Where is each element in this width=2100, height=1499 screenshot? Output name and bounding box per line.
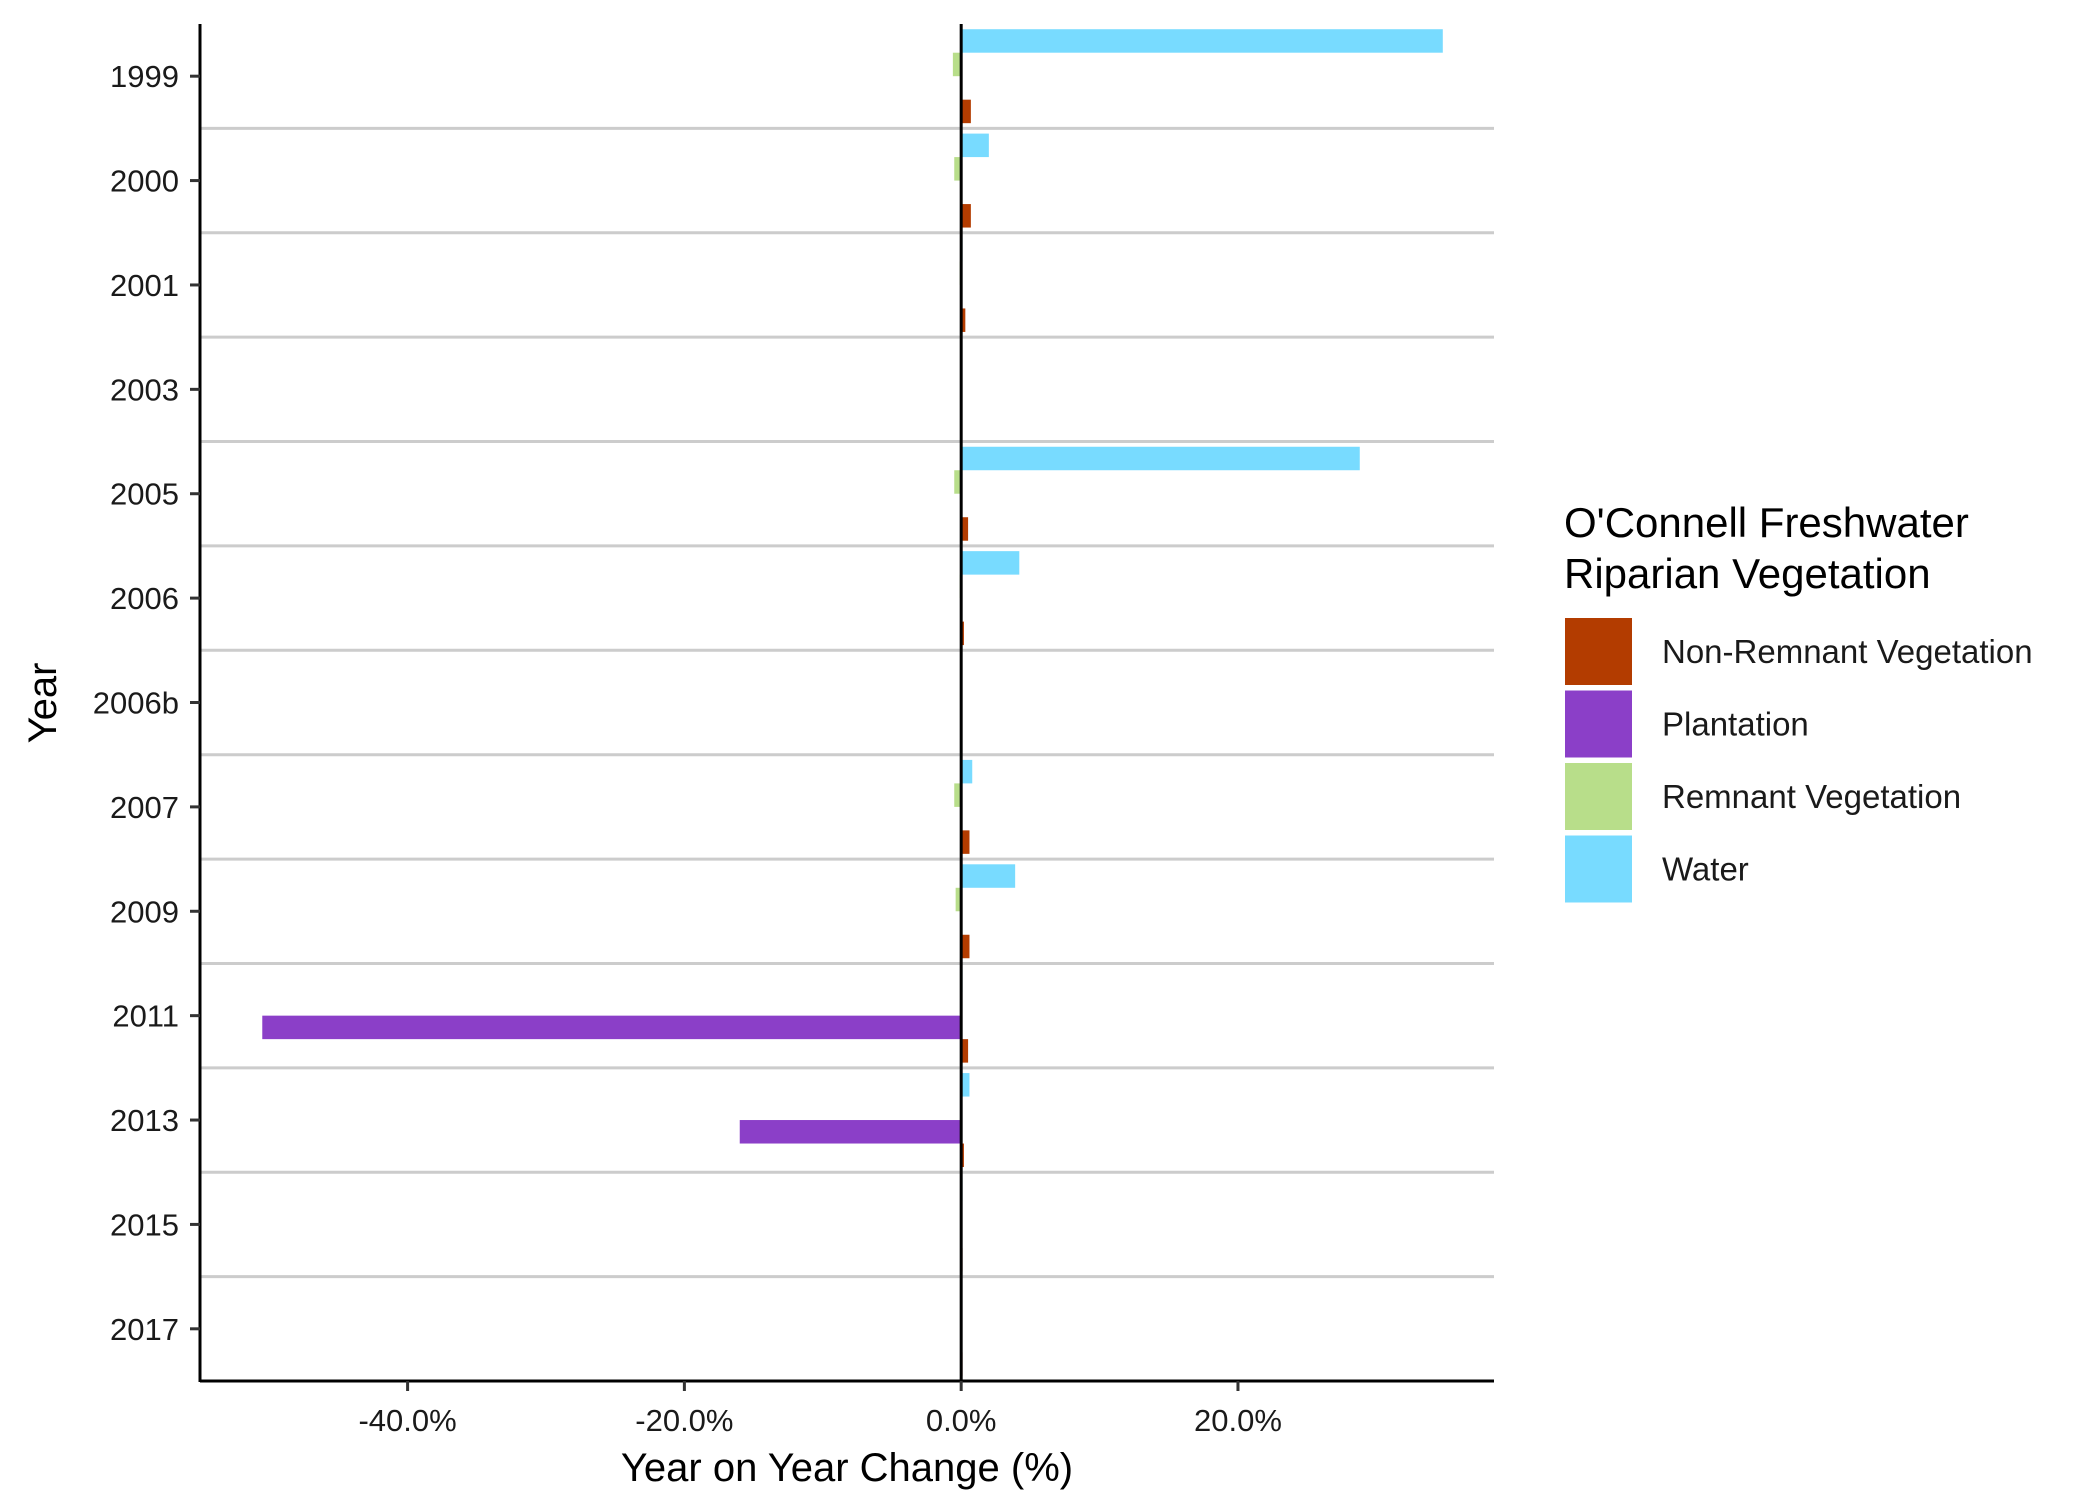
bar-non-remnant-vegetation-2011 bbox=[961, 1039, 969, 1063]
y-tick-label: 1999 bbox=[110, 59, 179, 94]
bar-non-remnant-vegetation-2007 bbox=[961, 830, 970, 854]
legend-label: Non-Remnant Vegetation bbox=[1662, 633, 2033, 670]
legend-swatch bbox=[1563, 616, 1634, 687]
bars bbox=[262, 29, 1443, 1376]
legend: O'Connell Freshwater Riparian Vegetation… bbox=[1563, 499, 2033, 905]
bar-remnant-vegetation-2000 bbox=[954, 157, 962, 181]
y-tick-label: 2001 bbox=[110, 268, 179, 303]
y-ticks: 1999 2000 2001 2003 2005 2006 2006b 2007 2009 201… bbox=[93, 59, 200, 1347]
bar-non-remnant-vegetation-1999 bbox=[961, 99, 971, 124]
bar-water-2005 bbox=[961, 446, 1360, 471]
legend-label: Remnant Vegetation bbox=[1662, 778, 1961, 815]
bar-non-remnant-vegetation-2001 bbox=[961, 308, 966, 332]
legend-swatch bbox=[1563, 688, 1634, 760]
x-tick-label: -40.0% bbox=[358, 1403, 456, 1438]
y-tick-label: 2005 bbox=[110, 477, 179, 512]
bar-water-2006 bbox=[961, 551, 1020, 575]
bar-remnant-vegetation-2005 bbox=[954, 470, 962, 494]
axes bbox=[198, 24, 1494, 1383]
legend-label: Plantation bbox=[1662, 706, 1809, 743]
bar-remnant-vegetation-1999 bbox=[952, 52, 962, 77]
y-tick-label: 2000 bbox=[110, 164, 179, 199]
legend-swatch bbox=[1563, 761, 1634, 832]
y-tick-label: 2015 bbox=[110, 1207, 179, 1242]
x-tick-label: -20.0% bbox=[635, 1403, 733, 1438]
bar-water-2013 bbox=[961, 1073, 970, 1097]
y-tick-label: 2003 bbox=[110, 372, 179, 407]
bar-remnant-vegetation-2009 bbox=[955, 887, 962, 912]
bar-water-2000 bbox=[961, 133, 989, 158]
x-ticks: -40.0% -20.0% 0.0% 20.0% bbox=[358, 1381, 1282, 1438]
x-axis-title: Year on Year Change (%) bbox=[621, 1446, 1073, 1490]
legend-label: Water bbox=[1662, 851, 1749, 888]
y-tick-label: 2007 bbox=[110, 790, 179, 825]
bar-water-2009 bbox=[961, 864, 1016, 888]
bar-water-1999 bbox=[961, 29, 1443, 53]
legend-title-line-1: O'Connell Freshwater bbox=[1564, 499, 1969, 546]
y-tick-label: 2017 bbox=[110, 1312, 179, 1347]
bar-non-remnant-vegetation-2000 bbox=[961, 204, 971, 228]
x-tick-label: 0.0% bbox=[926, 1403, 997, 1438]
category-separators bbox=[200, 126, 1494, 1279]
bar-non-remnant-vegetation-2009 bbox=[961, 934, 970, 959]
y-tick-label: 2006 bbox=[110, 581, 179, 616]
x-tick-label: 20.0% bbox=[1194, 1403, 1282, 1438]
bar-remnant-vegetation-2007 bbox=[954, 783, 962, 807]
y-tick-label: 2011 bbox=[112, 999, 179, 1034]
legend-items: Non-Remnant Vegetation Plantation Remnant … bbox=[1563, 616, 2033, 905]
legend-swatch bbox=[1563, 833, 1634, 905]
y-axis-title: Year bbox=[21, 663, 65, 744]
y-tick-label: 2006b bbox=[93, 686, 179, 721]
bar-plantation-2011 bbox=[262, 1015, 962, 1040]
legend-title-line-2: Riparian Vegetation bbox=[1564, 550, 1931, 597]
bar-plantation-2013 bbox=[739, 1120, 962, 1144]
y-tick-label: 2013 bbox=[110, 1103, 179, 1138]
bar-water-2007 bbox=[961, 759, 973, 784]
bar-non-remnant-vegetation-2005 bbox=[961, 517, 969, 541]
y-tick-label: 2009 bbox=[110, 894, 179, 929]
